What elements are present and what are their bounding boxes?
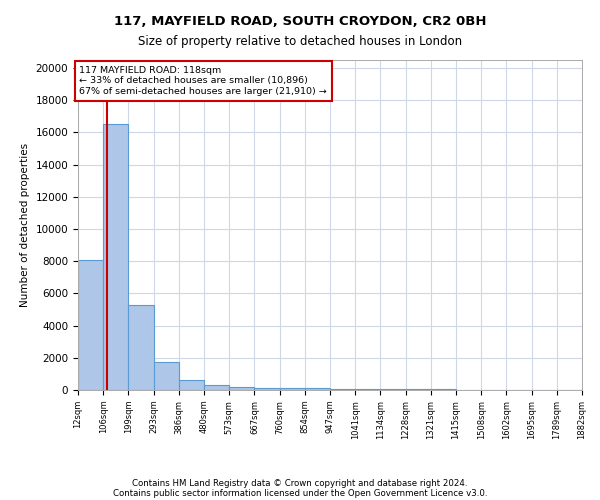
Bar bbox=[380, 389, 406, 390]
Text: Contains HM Land Registry data © Crown copyright and database right 2024.: Contains HM Land Registry data © Crown c… bbox=[132, 478, 468, 488]
Text: Contains public sector information licensed under the Open Government Licence v3: Contains public sector information licen… bbox=[113, 488, 487, 498]
Bar bbox=[330, 389, 355, 390]
Bar bbox=[254, 388, 280, 390]
Bar bbox=[305, 388, 330, 390]
Bar bbox=[355, 389, 380, 390]
Bar bbox=[204, 386, 229, 390]
Bar bbox=[229, 386, 254, 390]
Text: Size of property relative to detached houses in London: Size of property relative to detached ho… bbox=[138, 35, 462, 48]
Bar bbox=[78, 260, 103, 390]
Text: 117 MAYFIELD ROAD: 118sqm
← 33% of detached houses are smaller (10,896)
67% of s: 117 MAYFIELD ROAD: 118sqm ← 33% of detac… bbox=[79, 66, 327, 96]
Bar bbox=[103, 124, 128, 390]
Bar bbox=[280, 388, 305, 390]
Y-axis label: Number of detached properties: Number of detached properties bbox=[20, 143, 30, 307]
Text: 117, MAYFIELD ROAD, SOUTH CROYDON, CR2 0BH: 117, MAYFIELD ROAD, SOUTH CROYDON, CR2 0… bbox=[114, 15, 486, 28]
Bar bbox=[128, 304, 154, 390]
Bar bbox=[179, 380, 204, 390]
Bar bbox=[154, 362, 179, 390]
